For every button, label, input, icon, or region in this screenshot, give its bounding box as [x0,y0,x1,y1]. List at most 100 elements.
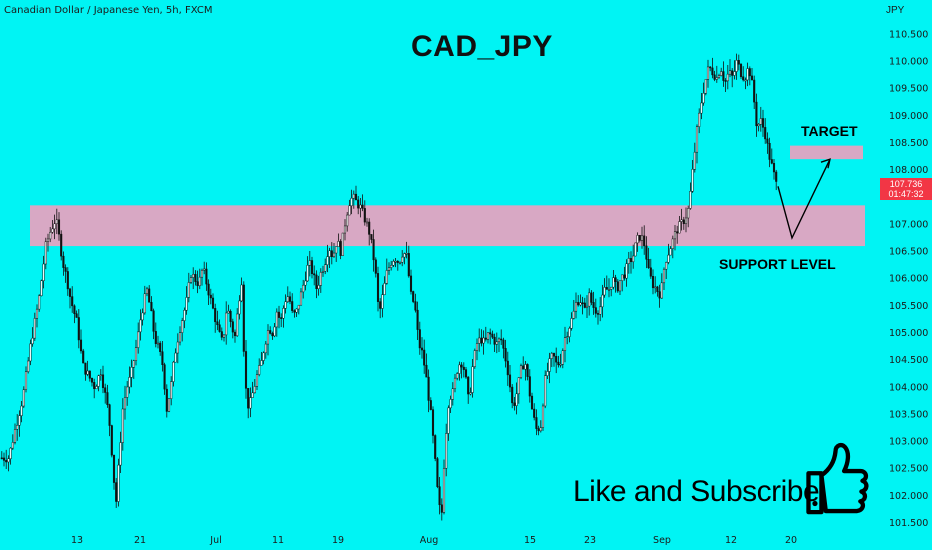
candle-body [396,261,399,263]
candle-body [128,377,131,388]
candle-body [170,381,173,399]
candle-body [500,338,503,341]
candle-body [414,301,417,311]
candle-body [493,336,496,345]
candle-body [566,336,569,338]
y-tick-label: 109.500 [889,84,928,95]
candle-body [121,408,124,443]
candle-body [295,308,298,313]
candle-body [702,93,705,104]
candle-body [733,71,736,76]
y-tick-label: 102.500 [889,464,928,475]
y-tick-label: 110.000 [889,56,928,67]
candle-body [713,74,716,80]
candle-body [495,341,498,345]
candle-body [726,73,729,82]
candle-body [515,393,518,406]
candle-body [445,433,448,469]
candle-body [574,302,578,312]
support-label: SUPPORT LEVEL [719,256,836,272]
candle-body [403,253,406,258]
cta-text: Like and Subscribe [573,475,820,508]
candle-body [218,324,221,332]
x-tick-label: Jul [209,535,221,546]
candle-body [84,362,87,375]
candle-body [291,301,294,311]
candle-body [71,296,74,307]
candle-body [16,425,19,430]
candle-body [13,429,17,443]
candle-body [62,255,65,268]
candle-body [207,283,210,296]
candle-body [431,409,435,436]
candle-body [654,286,657,289]
candle-body [442,468,446,513]
candle-body [330,250,333,258]
candle-body [0,457,3,460]
candle-body [720,71,723,76]
candle-body [775,171,778,182]
candle-body [139,319,142,333]
candle-body [460,364,463,368]
candle-body [209,294,212,299]
candle-body [165,388,168,412]
candle-body [748,68,751,77]
candle-body [537,428,540,432]
candle-body [456,373,459,379]
candle-body [29,343,32,362]
candle-body [744,79,747,82]
candle-body [590,292,593,303]
candle-body [513,402,516,406]
candle-body [711,67,714,76]
candle-body [704,79,707,94]
candle-body [511,386,514,404]
candle-body [687,208,690,219]
candle-body [57,219,61,235]
candle-body [381,294,384,309]
candle-body [502,339,505,349]
current-price: 107.736 [889,179,923,189]
candle-body [623,274,626,279]
candle-body [739,64,743,77]
candle-body [176,341,179,354]
candle-body [18,415,21,426]
candle-body [603,287,606,296]
candle-body [134,347,138,361]
candle-body [645,245,648,260]
candle-body [247,388,250,409]
candle-body [398,262,402,264]
candle-body [636,235,639,244]
candle-body [363,208,366,223]
candle-body [436,458,439,487]
candle-body [647,259,650,269]
candle-body [119,442,122,466]
candle-body [550,353,553,359]
candle-body [766,138,769,144]
candle-body [425,364,428,378]
y-tick-label: 104.000 [889,382,928,393]
candle-body [722,71,725,81]
candle-body [621,274,624,281]
candle-body [51,228,54,233]
candle-body [640,235,644,241]
candle-body [354,193,358,201]
candle-body [581,302,584,304]
candle-body [717,75,721,78]
candle-body [735,60,738,72]
candle-body [284,301,287,309]
candle-body [348,205,351,216]
candle-body [475,343,479,351]
candle-body [759,118,762,125]
candle-body [115,482,118,502]
candle-body [264,343,267,354]
y-tick-label: 105.500 [889,301,928,312]
candle-body [610,286,613,290]
y-tick-label: 103.000 [889,437,928,448]
candle-body [508,374,512,388]
candle-body [440,504,443,513]
x-tick-label: 21 [134,535,146,546]
candle-body [101,374,105,388]
candle-body [152,310,155,332]
candle-body [328,250,331,257]
candle-body [159,342,162,352]
